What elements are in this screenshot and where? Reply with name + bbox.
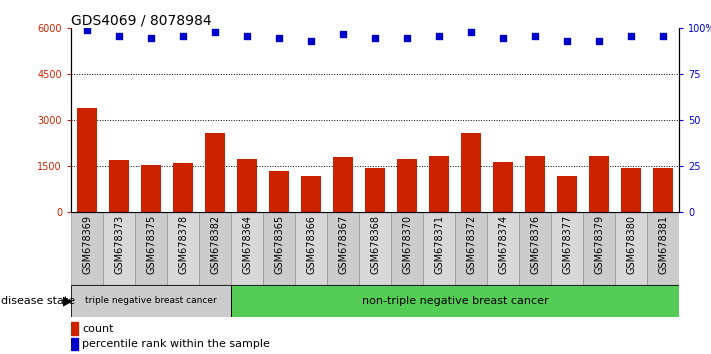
Bar	[135, 212, 167, 285]
Text: triple negative breast cancer: triple negative breast cancer	[85, 296, 217, 306]
Bar	[231, 212, 263, 285]
Point	[465, 29, 476, 35]
Text: GSM678376: GSM678376	[530, 215, 540, 274]
Text: GSM678377: GSM678377	[562, 215, 572, 274]
Point	[498, 35, 509, 40]
Bar	[589, 156, 609, 212]
Bar	[493, 162, 513, 212]
Bar	[653, 168, 673, 212]
Point	[529, 33, 540, 39]
Point	[82, 27, 92, 33]
Bar	[71, 212, 103, 285]
Text: percentile rank within the sample: percentile rank within the sample	[82, 339, 270, 349]
Bar	[71, 322, 78, 335]
Bar	[557, 176, 577, 212]
Text: GSM678366: GSM678366	[306, 215, 316, 274]
Bar	[487, 212, 519, 285]
Text: GSM678372: GSM678372	[466, 215, 476, 274]
Bar	[423, 212, 455, 285]
Point	[241, 33, 253, 39]
Bar	[173, 163, 193, 212]
Bar	[333, 157, 353, 212]
Text: ▶: ▶	[63, 295, 73, 307]
Point	[306, 38, 317, 44]
Point	[434, 33, 445, 39]
Text: GSM678375: GSM678375	[146, 215, 156, 274]
Bar	[103, 212, 135, 285]
Bar	[647, 212, 679, 285]
Bar	[263, 212, 295, 285]
Text: GSM678368: GSM678368	[370, 215, 380, 274]
Bar	[77, 108, 97, 212]
Bar	[71, 338, 78, 350]
Text: GSM678373: GSM678373	[114, 215, 124, 274]
Text: GSM678374: GSM678374	[498, 215, 508, 274]
Text: count: count	[82, 324, 114, 333]
Bar	[525, 156, 545, 212]
Bar	[167, 212, 199, 285]
Bar	[583, 212, 615, 285]
Text: GSM678365: GSM678365	[274, 215, 284, 274]
Text: GSM678367: GSM678367	[338, 215, 348, 274]
Bar	[391, 212, 423, 285]
Bar	[621, 168, 641, 212]
Bar	[551, 212, 583, 285]
Point	[657, 33, 668, 39]
Bar	[615, 212, 647, 285]
Text: GSM678364: GSM678364	[242, 215, 252, 274]
Text: GSM678379: GSM678379	[594, 215, 604, 274]
Bar	[237, 159, 257, 212]
Bar	[519, 212, 551, 285]
Text: GSM678380: GSM678380	[626, 215, 636, 274]
Point	[593, 38, 604, 44]
Text: GSM678369: GSM678369	[82, 215, 92, 274]
Point	[178, 33, 189, 39]
Point	[209, 29, 220, 35]
Bar	[397, 159, 417, 212]
Bar	[199, 212, 231, 285]
Bar	[429, 156, 449, 212]
Bar	[359, 212, 391, 285]
Bar	[327, 212, 359, 285]
Text: disease state: disease state	[1, 296, 75, 306]
Text: GSM678370: GSM678370	[402, 215, 412, 274]
Point	[561, 38, 572, 44]
Bar	[295, 212, 327, 285]
Point	[338, 31, 349, 37]
Text: GSM678382: GSM678382	[210, 215, 220, 274]
Bar	[365, 168, 385, 212]
Text: GSM678371: GSM678371	[434, 215, 444, 274]
Point	[626, 33, 637, 39]
Point	[370, 35, 381, 40]
Bar	[141, 165, 161, 212]
Point	[401, 35, 412, 40]
Bar	[455, 212, 487, 285]
Text: GDS4069 / 8078984: GDS4069 / 8078984	[71, 13, 212, 27]
Point	[273, 35, 284, 40]
Text: GSM678381: GSM678381	[658, 215, 668, 274]
Bar	[205, 133, 225, 212]
Bar	[269, 171, 289, 212]
Point	[114, 33, 125, 39]
Text: GSM678378: GSM678378	[178, 215, 188, 274]
Bar	[231, 285, 679, 317]
Bar	[109, 160, 129, 212]
Bar	[71, 285, 231, 317]
Bar	[461, 133, 481, 212]
Text: non-triple negative breast cancer: non-triple negative breast cancer	[362, 296, 548, 306]
Bar	[301, 176, 321, 212]
Point	[146, 35, 157, 40]
